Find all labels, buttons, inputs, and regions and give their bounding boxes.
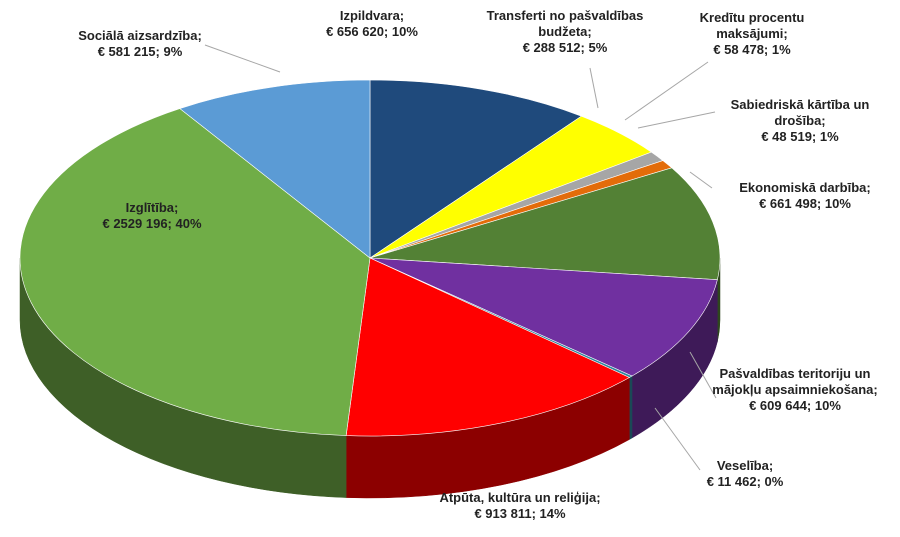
slice [19,108,371,436]
slice-label: Atpūta, kultūra un reliģija; € 913 811; 1… [400,490,640,522]
slice-label: Ekonomiskā darbība; € 661 498; 10% [720,180,890,212]
slice [345,257,631,437]
slice-label: Pašvaldības teritoriju un mājokļu apsaim… [710,366,880,414]
category-label: Kredītu procentu maksājumi; [699,10,805,41]
value-label: € 581 215; 9% [97,44,183,59]
value-label: € 661 498; 10% [759,196,851,211]
slice [369,167,721,281]
value-label: € 58 478; 1% [713,42,791,57]
category-label: Izpildvara; [339,8,405,23]
category-label: Transferti no pašvaldības budžeta; [486,8,644,39]
category-label: Sociālā aizsardzība; [78,28,202,43]
slice-label: Transferti no pašvaldības budžeta; € 288 … [470,8,660,56]
slice-label: Sociālā aizsardzība; € 581 215; 9% [55,28,225,60]
value-label: € 913 811; 14% [474,506,566,521]
slice-label: Sabiedriskā kārtība un drošība; € 48 519;… [713,97,888,145]
value-label: € 609 644; 10% [749,398,841,413]
slice [369,257,718,377]
category-label: Pašvaldības teritoriju un mājokļu apsaim… [712,366,878,397]
value-label: € 656 620; 10% [326,24,418,39]
slice-label: Izglītība; € 2529 196; 40% [52,200,252,232]
slice [179,79,371,259]
value-label: € 2529 196; 40% [102,216,202,231]
category-label: Sabiedriskā kārtība un drošība; [730,97,870,128]
slice-label: Veselība; € 11 462; 0% [695,458,795,490]
slice [369,79,583,259]
value-label: € 48 519; 1% [761,129,839,144]
category-label: Ekonomiskā darbība; [739,180,871,195]
leader-line [689,171,713,189]
category-label: Atpūta, kultūra un reliģija; [439,490,601,505]
value-label: € 288 512; 5% [522,40,608,55]
slice-label: Izpildvara; € 656 620; 10% [287,8,457,40]
category-label: Veselība; [716,458,774,473]
leader-line [204,44,281,73]
slice-side [629,375,633,440]
leader-line [637,111,716,129]
slice-label: Kredītu procentu maksājumi; € 58 478; 1% [687,10,817,58]
category-label: Izglītība; [125,200,179,215]
leader-line [589,67,599,109]
leader-line [624,61,709,121]
value-label: € 11 462; 0% [706,474,784,489]
leader-line [654,407,701,471]
leader-line [689,351,717,399]
